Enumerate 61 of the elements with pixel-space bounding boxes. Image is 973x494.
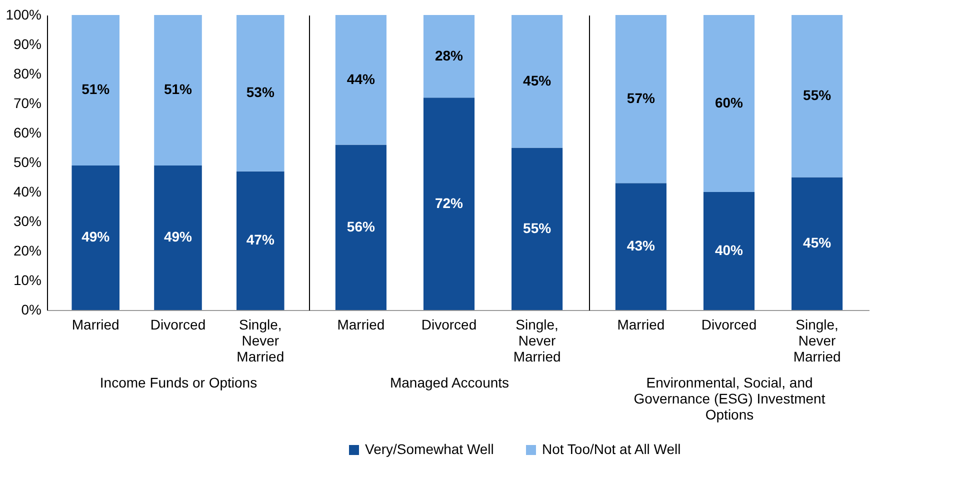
- bar: [236, 171, 284, 310]
- bar: [335, 15, 386, 145]
- data-label: 60%: [714, 94, 744, 110]
- y-tick-label: 80%: [13, 66, 42, 82]
- x-tick-label: Married: [337, 316, 385, 332]
- y-tick-label: 0%: [21, 302, 42, 318]
- bar: [615, 15, 666, 184]
- legend-label: Not Too/Not at All Well: [542, 441, 681, 457]
- bar: [792, 177, 843, 310]
- bar: [236, 15, 284, 172]
- x-axis-title: Environmental, Social, and Governance (ESG) Investment Options: [634, 374, 826, 422]
- y-tick-label: 50%: [13, 154, 42, 170]
- x-tick-label: Married: [617, 316, 665, 332]
- y-tick-label: 10%: [13, 272, 42, 288]
- bar: [154, 165, 202, 310]
- data-label: 49%: [82, 228, 110, 245]
- data-label: 57%: [626, 90, 656, 106]
- x-tick-label: Married: [72, 316, 120, 332]
- data-label: 45%: [523, 72, 552, 88]
- data-label: 43%: [626, 238, 656, 254]
- x-tick-label: Single, Never Married: [236, 316, 284, 364]
- bar: [512, 15, 563, 148]
- x-tick-label: Divorced: [150, 316, 206, 332]
- y-tick-label: 100%: [6, 6, 42, 22]
- bar: [703, 192, 755, 310]
- y-tick-label: 60%: [13, 124, 42, 140]
- data-label: 72%: [434, 194, 464, 211]
- data-label: 49%: [164, 228, 193, 245]
- y-tick-label: 70%: [13, 95, 42, 111]
- data-label: 53%: [246, 84, 275, 100]
- bar: [512, 148, 563, 310]
- bar: [423, 15, 475, 98]
- x-axis-title: Managed Accounts: [390, 374, 510, 390]
- y-tick-label: 40%: [13, 184, 42, 200]
- data-label: 51%: [164, 81, 193, 98]
- x-tick-label: Divorced: [421, 316, 477, 332]
- bar: [72, 15, 120, 166]
- x-axis-title: Income Funds or Options: [100, 374, 258, 390]
- x-tick-label: Divorced: [701, 316, 757, 332]
- x-tick-label: Single, Never Married: [793, 316, 841, 364]
- bar: [154, 15, 202, 166]
- data-label: 40%: [714, 242, 744, 258]
- data-label: 55%: [803, 87, 832, 104]
- bar: [72, 165, 120, 310]
- data-label: 28%: [434, 47, 464, 64]
- y-tick-label: 20%: [13, 242, 42, 258]
- data-label: 55%: [523, 220, 552, 236]
- data-label: 51%: [82, 81, 110, 98]
- y-tick-label: 90%: [13, 36, 42, 52]
- bar: [423, 98, 475, 310]
- data-label: 45%: [803, 234, 832, 251]
- data-label: 44%: [346, 70, 376, 87]
- legend-label: Very/Somewhat Well: [365, 441, 494, 457]
- bar: [703, 15, 755, 192]
- bar: [792, 15, 843, 178]
- bar: [615, 183, 666, 310]
- data-label: 47%: [246, 232, 275, 248]
- y-tick-label: 30%: [13, 213, 42, 229]
- bar: [335, 144, 386, 310]
- x-tick-label: Single, Never Married: [513, 316, 561, 364]
- data-label: 56%: [346, 218, 376, 234]
